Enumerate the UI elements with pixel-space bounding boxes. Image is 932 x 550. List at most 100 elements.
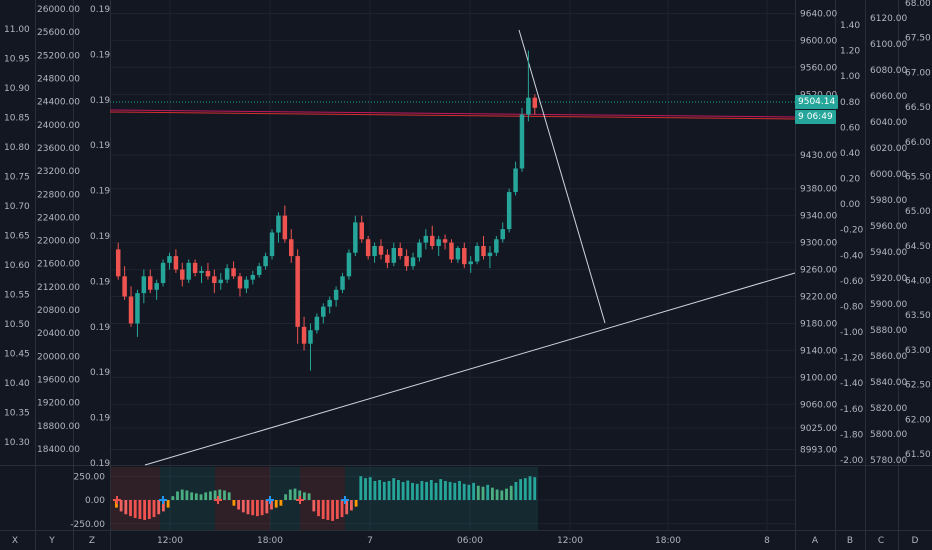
oscillator-bar — [382, 481, 386, 500]
price-tick-label: 9640.00 — [800, 9, 837, 19]
candle-body — [122, 276, 127, 297]
candle — [321, 303, 326, 324]
time-tick-label: 8 — [764, 536, 770, 546]
candle-body — [487, 252, 493, 257]
left-axis-2-label: 26000.00 — [37, 5, 80, 15]
left-axis-3-label: 0.19 — [90, 5, 110, 15]
candle — [506, 188, 512, 233]
oscillator-bar — [293, 488, 297, 500]
candle — [301, 316, 307, 351]
signal-marker — [113, 496, 121, 504]
candle-body — [385, 254, 390, 263]
left-axis-1-label: 10.60 — [4, 261, 30, 271]
oscillator-bar — [340, 500, 344, 518]
candle — [532, 94, 538, 115]
right-axis-2-label: 0.60 — [840, 123, 860, 133]
right-axis-3-label: 6000.00 — [870, 170, 907, 180]
countdown-label: 06:49 — [806, 112, 833, 122]
oscillator-bar — [288, 489, 292, 500]
candle — [269, 229, 275, 260]
candle-body — [173, 256, 179, 270]
candle-body — [237, 276, 243, 289]
candle-body — [282, 215, 288, 240]
price-tick-label: 9380.00 — [800, 185, 837, 195]
horizontal-line-magenta — [109, 109, 796, 118]
oscillator-bar — [260, 500, 264, 516]
candle — [186, 259, 191, 284]
candle-body — [333, 289, 339, 300]
right-axis-2-label: 0.40 — [840, 149, 860, 159]
right-axis-2-label: -0.60 — [840, 277, 864, 287]
right-axis-2-label: -0.80 — [840, 302, 864, 312]
candle — [391, 242, 397, 267]
price-tick-label: 9340.00 — [800, 212, 837, 222]
signal-marker — [214, 496, 222, 504]
oscillator-bar — [378, 480, 382, 500]
candle-body — [423, 235, 429, 243]
rising-trend-line — [144, 272, 796, 466]
candle — [333, 286, 339, 307]
oscillator-bar — [509, 485, 513, 500]
right-axis-4-label: 64.50 — [905, 242, 931, 252]
countdown-tag: 9 06:49 — [795, 110, 836, 124]
price-tick-label: 9600.00 — [800, 36, 837, 46]
oscillator-bar — [331, 500, 335, 521]
oscillator-bar — [359, 476, 363, 500]
candle-body — [372, 245, 377, 257]
candle — [141, 269, 147, 304]
candle-body — [308, 330, 313, 344]
candle — [423, 229, 429, 250]
left-axis-3-label: 0.19 — [90, 414, 110, 424]
right-axis-3-label: 5920.00 — [870, 274, 907, 284]
time-tick-label: 7 — [367, 536, 373, 546]
left-axis-3-label: 0.19 — [90, 323, 110, 333]
candle — [135, 289, 140, 337]
left-axis-2-label: 24000.00 — [37, 121, 80, 131]
right-axis-4-label: 68.00 — [905, 0, 931, 9]
left-axis-3-label: 0.19 — [90, 141, 110, 151]
right-axis-2-label: -1.60 — [840, 405, 864, 415]
right-axis-2-label: -0.20 — [840, 226, 864, 236]
candle — [449, 239, 454, 263]
right-axis-4-label: 66.00 — [905, 138, 931, 148]
candle-body — [449, 242, 454, 260]
left-axis-3-label: 0.19 — [90, 96, 110, 106]
candle — [359, 215, 364, 243]
price-tick-label: 9100.00 — [800, 373, 837, 383]
price-tick-label: 9060.00 — [800, 400, 837, 410]
oscillator-bar — [420, 481, 424, 500]
countdown-partial: 9 — [798, 112, 804, 122]
candle-body — [430, 235, 435, 246]
oscillator-tick-label: 0.00 — [85, 496, 105, 506]
right-axis-3-label: 6040.00 — [870, 118, 907, 128]
price-tick-label: 8993.00 — [800, 446, 837, 456]
candle-body — [474, 245, 480, 262]
candle-body — [135, 293, 140, 324]
oscillator-bar — [528, 476, 532, 500]
right-axis-4-label: 67.00 — [905, 68, 931, 78]
oscillator-bar — [481, 486, 485, 500]
candle — [308, 323, 313, 371]
oscillator-bar — [411, 482, 414, 500]
left-axis-3-label: 0.19 — [90, 232, 110, 242]
candle-body — [301, 326, 307, 344]
candle — [462, 242, 467, 269]
oscillator-histogram — [113, 476, 537, 521]
right-axis-2-label: -1.80 — [840, 430, 864, 440]
candle-body — [526, 97, 531, 115]
trend-lines[interactable] — [109, 29, 796, 466]
right-axis-3-label: 6100.00 — [870, 40, 907, 50]
right-axis-2-label: 1.00 — [840, 72, 860, 82]
oscillator-bar — [143, 500, 147, 520]
candle-body — [532, 97, 538, 108]
candle-body — [404, 256, 409, 267]
oscillator-bar — [246, 500, 250, 515]
oscillator-bar — [298, 490, 302, 500]
oscillator-bar — [486, 484, 490, 500]
candle — [122, 266, 127, 300]
candle-body — [468, 261, 473, 265]
left-axis-1-label: 10.40 — [4, 379, 30, 389]
oscillator-bar — [303, 492, 306, 500]
oscillator-bar — [354, 500, 358, 507]
